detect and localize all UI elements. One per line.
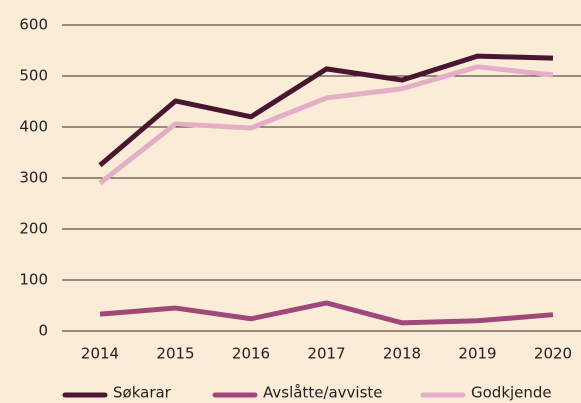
x-tick-label: 2016 <box>232 345 270 363</box>
legend-label: Søkarar <box>113 384 172 402</box>
series-line <box>99 300 554 326</box>
series-line <box>98 53 554 168</box>
x-tick-label: 2014 <box>81 345 119 363</box>
y-tick-label: 500 <box>19 67 48 85</box>
y-tick-label: 400 <box>19 118 48 136</box>
x-tick-label: 2018 <box>383 345 421 363</box>
x-tick-label: 2019 <box>458 345 496 363</box>
series-line <box>98 64 554 186</box>
x-tick-label: 2015 <box>156 345 194 363</box>
y-tick-label: 300 <box>19 169 48 187</box>
x-tick-label: 2017 <box>307 345 345 363</box>
y-tick-label: 600 <box>19 16 48 34</box>
legend-label: Godkjende <box>471 384 552 402</box>
y-tick-label: 100 <box>19 271 48 289</box>
legend-label: Avslåtte/avviste <box>263 384 383 402</box>
y-tick-label: 0 <box>38 322 48 340</box>
x-tick-label: 2020 <box>534 345 572 363</box>
y-tick-label: 200 <box>19 220 48 238</box>
